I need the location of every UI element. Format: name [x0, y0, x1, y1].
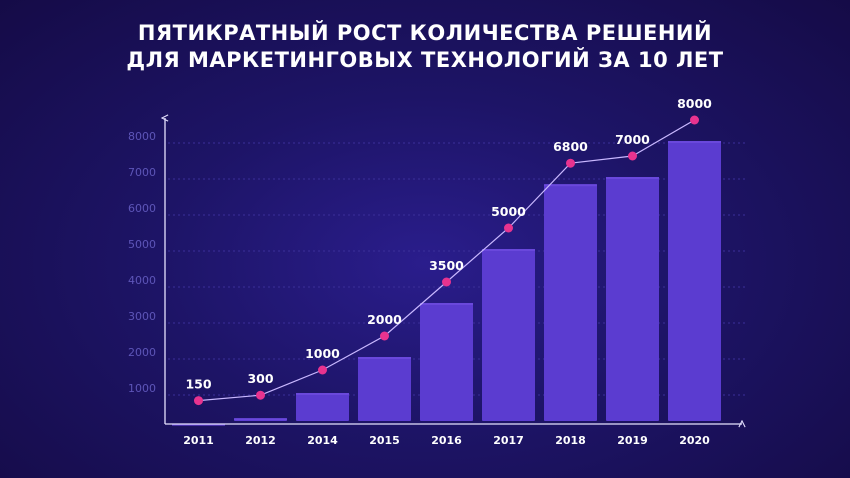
y-tick-label: 4000: [128, 274, 156, 287]
bar-top-highlight: [234, 418, 287, 421]
bar-top-highlight: [296, 393, 349, 395]
bar-top-highlight: [668, 141, 721, 143]
bar: [606, 177, 659, 421]
data-label: 300: [247, 371, 273, 386]
data-point: [442, 277, 451, 287]
chart-title-line-1: ПЯТИКРАТНЫЙ РОСТ КОЛИЧЕСТВА РЕШЕНИЙ: [137, 21, 713, 45]
bars: [172, 141, 721, 426]
x-tick-label: 2011: [183, 434, 214, 447]
data-point: [690, 115, 699, 125]
y-tick-label: 5000: [128, 238, 156, 251]
bar-top-highlight: [544, 184, 597, 187]
x-tick-label: 2012: [245, 434, 276, 447]
data-label: 7000: [615, 132, 650, 147]
bar: [358, 357, 411, 421]
data-label: 150: [185, 377, 211, 392]
bar: [482, 249, 535, 421]
data-point: [256, 390, 265, 400]
x-axis-ticks: 2011 2012 2014 2015 2016 2017 2018 2019 2020: [183, 434, 710, 447]
x-tick-label: 2016: [431, 434, 462, 447]
y-tick-label: 8000: [128, 130, 156, 143]
data-point: [566, 158, 575, 168]
y-axis-ticks: 1000 2000 3000 4000 5000 6000 7000 8000: [128, 130, 156, 395]
y-tick-label: 2000: [128, 346, 156, 359]
data-label: 6800: [553, 139, 588, 154]
bar-top-highlight: [482, 249, 535, 251]
data-label: 8000: [677, 96, 712, 111]
trend-points: [194, 115, 699, 406]
y-tick-label: 1000: [128, 382, 156, 395]
data-point: [194, 396, 203, 406]
data-point: [504, 223, 513, 233]
x-tick-label: 2018: [555, 434, 586, 447]
data-labels: 150 300 1000 2000 3500 5000 6800 7000 8000: [185, 96, 712, 392]
chart-title: ПЯТИКРАТНЫЙ РОСТ КОЛИЧЕСТВА РЕШЕНИЙ ДЛЯ …: [0, 20, 850, 74]
bar-top-highlight: [606, 177, 659, 179]
y-tick-label: 3000: [128, 310, 156, 323]
x-tick-label: 2014: [307, 434, 338, 447]
bar: [296, 393, 349, 421]
y-tick-label: 6000: [128, 202, 156, 215]
x-tick-label: 2020: [679, 434, 710, 447]
data-label: 5000: [491, 204, 526, 219]
bar: [544, 184, 597, 421]
chart-title-line-2: ДЛЯ МАРКЕТИНГОВЫХ ТЕХНОЛОГИЙ ЗА 10 ЛЕТ: [126, 48, 724, 72]
data-point: [628, 151, 637, 161]
data-label: 1000: [305, 346, 340, 361]
data-label: 3500: [429, 258, 464, 273]
bar-top-highlight: [420, 303, 473, 305]
x-tick-label: 2019: [617, 434, 648, 447]
bar: [420, 303, 473, 421]
data-point: [380, 331, 389, 341]
x-tick-label: 2015: [369, 434, 400, 447]
bar: [668, 141, 721, 421]
bar-top-highlight: [358, 357, 411, 359]
data-point: [318, 365, 327, 375]
data-label: 2000: [367, 312, 402, 327]
x-tick-label: 2017: [493, 434, 524, 447]
y-tick-label: 7000: [128, 166, 156, 179]
